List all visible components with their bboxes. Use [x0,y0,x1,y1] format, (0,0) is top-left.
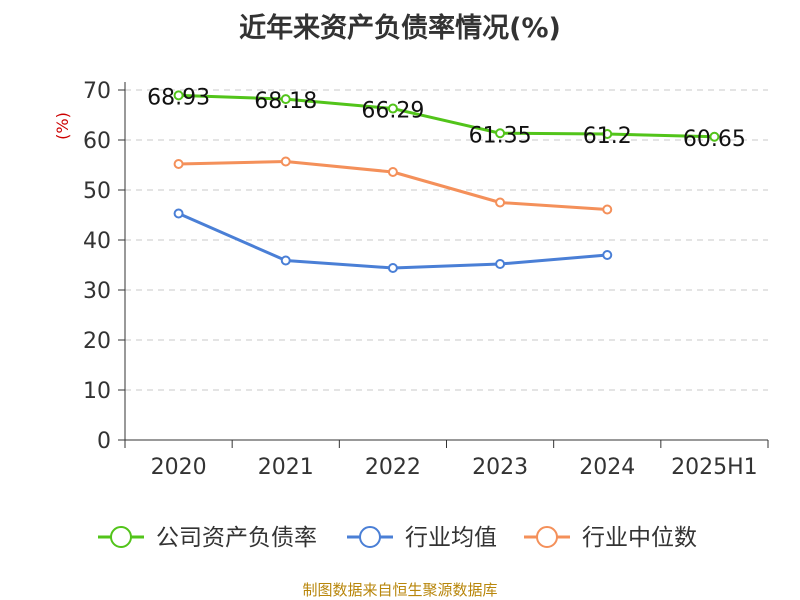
data-label: 61.35 [469,123,532,148]
data-label: 61.2 [583,124,632,149]
series-lines [173,90,720,273]
legend: 公司资产负债率 行业均值 行业中位数 [98,525,697,551]
y-tick-label: 70 [83,79,111,104]
data-label: 68.93 [147,85,210,110]
y-tick-label: 30 [83,279,111,304]
data-point [602,250,613,260]
data-point [602,204,613,215]
x-tick-label: 2020 [151,455,207,480]
data-point [709,131,720,142]
y-tick-label: 20 [83,329,111,354]
x-tick-label: 2022 [365,455,421,480]
source-note: 制图数据来自恒生聚源数据库 [302,581,498,599]
data-point [387,103,398,114]
series-line [177,212,609,270]
y-tick-label: 10 [83,379,111,404]
axes: 0 10 20 30 40 50 60 70 2020 2021 2022 2023 2024 2025H… [53,79,769,480]
data-label: 68.18 [254,89,317,114]
data-point [280,94,291,105]
data-point [173,159,184,169]
gridlines [125,89,768,391]
x-tick-label: 2024 [579,455,635,480]
y-tick-label: 60 [83,129,111,154]
data-point [495,259,506,269]
data-point [602,129,613,139]
series-line [177,93,716,139]
data-point [173,90,184,101]
x-tick-label: 2025H1 [671,455,758,480]
data-label: 66.29 [361,99,424,124]
data-point [280,255,291,266]
legend-swatch-marker [359,526,381,548]
x-tick-label: 2023 [472,455,528,480]
legend-label: 行业中位数 [582,525,697,551]
data-label: 60.65 [683,127,746,152]
legend-label: 公司资产负债率 [156,525,317,551]
data-point [280,156,291,167]
legend-swatch-marker [110,526,132,548]
data-point [173,208,184,219]
data-point [387,167,398,177]
data-labels: 68.93 68.18 66.29 61.35 61.2 60.65 [147,85,746,151]
y-tick-label: 40 [83,229,111,254]
data-point [495,128,506,139]
data-point [387,263,398,273]
x-tick-label: 2021 [258,455,314,480]
legend-swatch-marker [536,526,558,548]
legend-label: 行业均值 [405,525,497,551]
y-unit-label: (%) [53,112,72,140]
y-tick-label: 50 [83,179,111,204]
chart-title: 近年来资产负债率情况(%) [239,13,561,44]
y-tick-label: 0 [97,429,111,454]
data-point [495,197,506,208]
